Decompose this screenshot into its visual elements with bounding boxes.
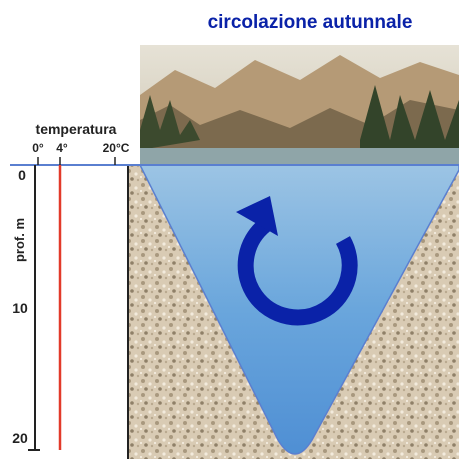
depth-tick: 10 xyxy=(12,300,28,316)
landscape xyxy=(140,45,459,165)
temperature-tick: 4° xyxy=(56,141,68,155)
depth-tick: 0 xyxy=(18,167,26,183)
title: circolazione autunnale xyxy=(208,12,413,33)
diagram: circolazione autunnale temperatura 0° 4°… xyxy=(0,0,459,459)
temperature-tick: 0° xyxy=(32,141,44,155)
temperature-tick: 20°C xyxy=(103,141,130,155)
depth-tick: 20 xyxy=(12,430,28,446)
depth-label: prof. m xyxy=(12,218,27,262)
temperature-label: temperatura xyxy=(36,121,117,137)
